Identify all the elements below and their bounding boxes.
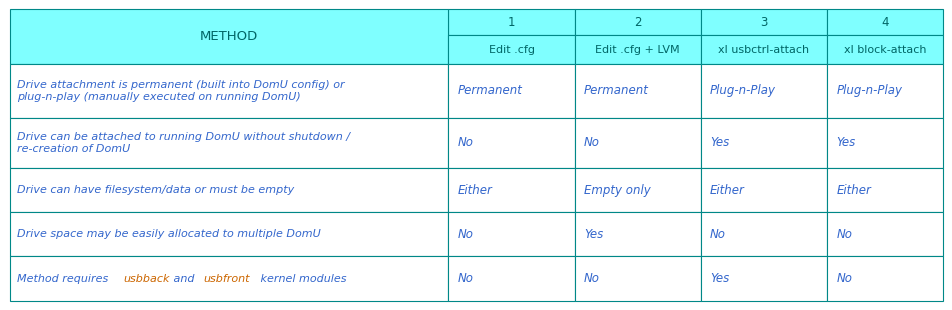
Bar bbox=[574, 117, 700, 168]
Bar bbox=[574, 35, 700, 64]
Text: No: No bbox=[458, 136, 473, 149]
Bar bbox=[448, 35, 574, 64]
Text: usbback: usbback bbox=[124, 274, 170, 284]
Bar bbox=[10, 212, 448, 256]
Bar bbox=[700, 9, 825, 35]
Text: xl block-attach: xl block-attach bbox=[843, 45, 925, 55]
Bar bbox=[700, 256, 825, 301]
Text: Either: Either bbox=[835, 184, 870, 197]
Text: Yes: Yes bbox=[709, 136, 728, 149]
Text: Method requires: Method requires bbox=[17, 274, 111, 284]
Text: Empty only: Empty only bbox=[584, 184, 650, 197]
Text: Edit .cfg + LVM: Edit .cfg + LVM bbox=[595, 45, 679, 55]
Text: Yes: Yes bbox=[584, 228, 603, 241]
Text: No: No bbox=[458, 228, 473, 241]
Bar bbox=[448, 64, 574, 117]
Bar bbox=[825, 9, 942, 35]
Bar bbox=[574, 212, 700, 256]
Text: 4: 4 bbox=[881, 16, 888, 29]
Bar bbox=[574, 256, 700, 301]
Text: METHOD: METHOD bbox=[200, 30, 258, 43]
Bar bbox=[10, 9, 448, 64]
Bar bbox=[574, 168, 700, 212]
Bar bbox=[825, 64, 942, 117]
Bar bbox=[10, 168, 448, 212]
Bar bbox=[825, 212, 942, 256]
Bar bbox=[448, 212, 574, 256]
Text: Drive attachment is permanent (built into DomU config) or
plug-n-play (manually : Drive attachment is permanent (built int… bbox=[17, 80, 345, 102]
Bar bbox=[825, 168, 942, 212]
Bar bbox=[700, 168, 825, 212]
Text: Either: Either bbox=[458, 184, 492, 197]
Bar bbox=[10, 64, 448, 117]
Bar bbox=[700, 117, 825, 168]
Text: Permanent: Permanent bbox=[458, 84, 523, 97]
Text: 1: 1 bbox=[507, 16, 515, 29]
Text: Drive can be attached to running DomU without shutdown /
re-creation of DomU: Drive can be attached to running DomU wi… bbox=[17, 132, 349, 153]
Text: Yes: Yes bbox=[835, 136, 855, 149]
Bar bbox=[10, 117, 448, 168]
Text: Plug-n-Play: Plug-n-Play bbox=[835, 84, 902, 97]
Text: No: No bbox=[584, 136, 600, 149]
Text: Edit .cfg: Edit .cfg bbox=[488, 45, 534, 55]
Text: 3: 3 bbox=[759, 16, 766, 29]
Text: No: No bbox=[458, 272, 473, 285]
Text: Drive space may be easily allocated to multiple DomU: Drive space may be easily allocated to m… bbox=[17, 229, 321, 239]
Text: No: No bbox=[835, 228, 851, 241]
Text: kernel modules: kernel modules bbox=[257, 274, 347, 284]
Bar bbox=[448, 9, 574, 35]
Bar bbox=[448, 256, 574, 301]
Bar bbox=[574, 9, 700, 35]
Bar bbox=[574, 64, 700, 117]
Bar bbox=[700, 212, 825, 256]
Bar bbox=[10, 256, 448, 301]
Bar bbox=[448, 168, 574, 212]
Bar bbox=[825, 35, 942, 64]
Text: No: No bbox=[835, 272, 851, 285]
Text: Drive can have filesystem/data or must be empty: Drive can have filesystem/data or must b… bbox=[17, 185, 294, 195]
Bar bbox=[825, 117, 942, 168]
Text: xl usbctrl-attach: xl usbctrl-attach bbox=[718, 45, 808, 55]
Bar bbox=[700, 64, 825, 117]
Text: No: No bbox=[709, 228, 725, 241]
Text: Yes: Yes bbox=[709, 272, 728, 285]
Text: usbfront: usbfront bbox=[204, 274, 250, 284]
Text: and: and bbox=[170, 274, 198, 284]
Bar bbox=[448, 117, 574, 168]
Bar bbox=[700, 35, 825, 64]
Text: Either: Either bbox=[709, 184, 744, 197]
Bar bbox=[825, 256, 942, 301]
Text: No: No bbox=[584, 272, 600, 285]
Text: 2: 2 bbox=[633, 16, 641, 29]
Text: Permanent: Permanent bbox=[584, 84, 648, 97]
Text: Plug-n-Play: Plug-n-Play bbox=[709, 84, 775, 97]
